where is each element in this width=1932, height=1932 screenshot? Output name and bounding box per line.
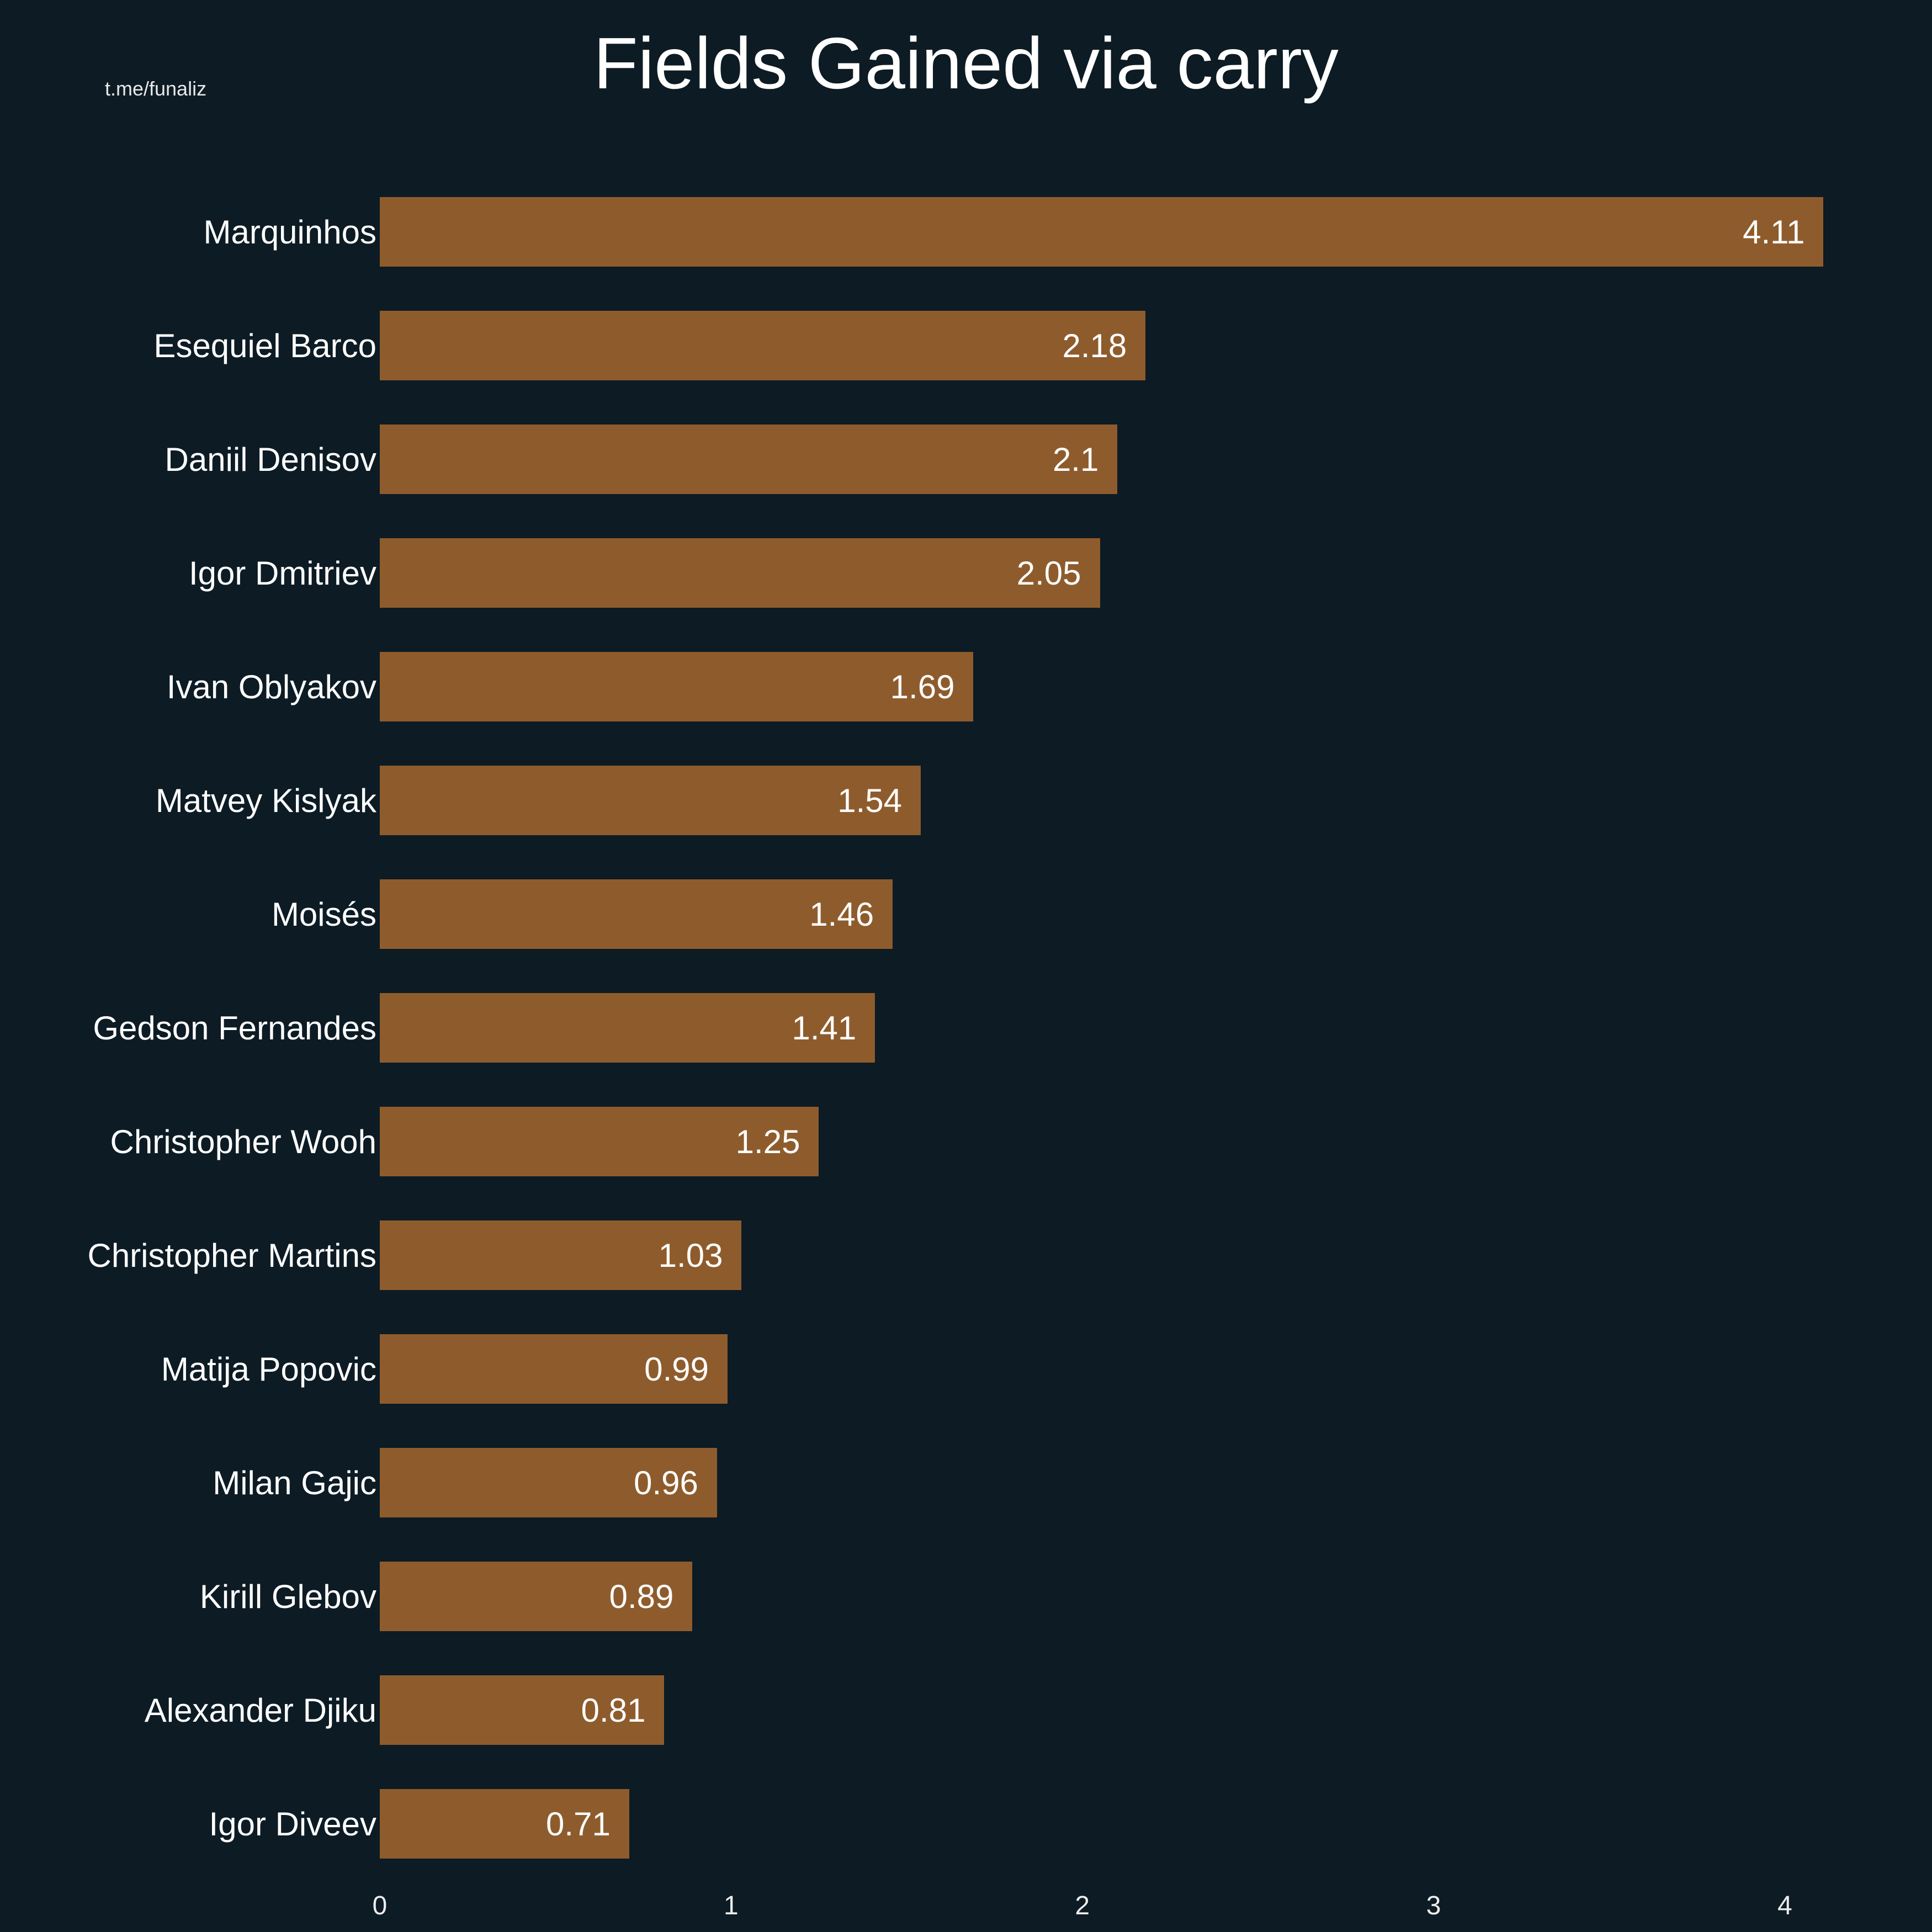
category-label: Igor Diveev: [209, 1805, 376, 1843]
bar: 0.89: [380, 1562, 693, 1632]
bar-row: Igor Dmitriev 2.05: [0, 516, 1932, 630]
category-label: Gedson Fernandes: [93, 1009, 376, 1047]
value-label: 0.71: [546, 1805, 611, 1843]
bar: 2.1: [380, 424, 1118, 495]
bar: 2.05: [380, 538, 1100, 608]
bar-track: 2.05: [380, 538, 1925, 608]
bar-row: Christopher Wooh 1.25: [0, 1085, 1932, 1198]
x-axis-tick: 4: [1777, 1891, 1792, 1921]
bar-row: Christopher Martins 1.03: [0, 1198, 1932, 1312]
category-label: Matvey Kislyak: [155, 782, 376, 819]
bar: 1.25: [380, 1107, 819, 1177]
bar: 1.41: [380, 993, 875, 1063]
bar-row: Matvey Kislyak 1.54: [0, 744, 1932, 857]
value-label: 1.41: [792, 1009, 857, 1047]
bar-row: Milan Gajic 0.96: [0, 1426, 1932, 1540]
category-label: Milan Gajic: [213, 1464, 376, 1501]
bar: 1.03: [380, 1220, 742, 1291]
bar-track: 4.11: [380, 197, 1925, 267]
bar-row: Matija Popovic 0.99: [0, 1312, 1932, 1426]
category-label: Ivan Oblyakov: [166, 668, 376, 705]
bar-row: Gedson Fernandes 1.41: [0, 971, 1932, 1085]
x-axis-tick: 2: [1075, 1891, 1090, 1921]
value-label: 0.96: [634, 1464, 698, 1501]
category-label: Esequiel Barco: [153, 327, 376, 364]
bar: 0.96: [380, 1448, 717, 1518]
category-label: Christopher Martins: [87, 1236, 376, 1274]
category-label: Kirill Glebov: [199, 1578, 376, 1615]
value-label: 2.05: [1016, 554, 1081, 592]
bar-track: 1.41: [380, 993, 1925, 1063]
bar: 0.71: [380, 1789, 629, 1859]
bar-track: 0.96: [380, 1448, 1925, 1518]
bar-row: Esequiel Barco 2.18: [0, 289, 1932, 402]
bar-row: Kirill Glebov 0.89: [0, 1540, 1932, 1653]
category-label: Igor Dmitriev: [188, 554, 376, 592]
chart-rows: Marquinhos 4.11 Esequiel Barco 2.18 Daniil D…: [0, 175, 1932, 1881]
bar-track: 2.1: [380, 424, 1925, 495]
bar: 4.11: [380, 197, 1824, 267]
bar-row: Moisés 1.46: [0, 857, 1932, 971]
value-label: 0.99: [644, 1350, 709, 1388]
value-label: 1.25: [735, 1123, 800, 1160]
x-axis: 0 1 2 3 4: [373, 1881, 1925, 1930]
category-label: Matija Popovic: [161, 1350, 376, 1388]
value-label: 4.11: [1743, 213, 1805, 251]
bar-row: Alexander Djiku 0.81: [0, 1653, 1932, 1767]
bar-row: Ivan Oblyakov 1.69: [0, 630, 1932, 744]
bar: 0.99: [380, 1334, 728, 1404]
x-axis-tick: 0: [372, 1891, 388, 1921]
bar-track: 1.54: [380, 766, 1925, 836]
value-label: 0.81: [581, 1691, 646, 1729]
value-label: 2.1: [1052, 440, 1099, 478]
bar-track: 0.99: [380, 1334, 1925, 1404]
bar-track: 0.81: [380, 1675, 1925, 1745]
chart-title: Fields Gained via carry: [593, 23, 1339, 104]
bar: 1.46: [380, 879, 893, 949]
bar-track: 0.71: [380, 1789, 1925, 1859]
bar-track: 0.89: [380, 1562, 1925, 1632]
bar-row: Igor Diveev 0.71: [0, 1767, 1932, 1881]
bar-row: Marquinhos 4.11: [0, 175, 1932, 289]
watermark-link: t.me/funaliz: [105, 77, 207, 100]
bar-track: 1.03: [380, 1220, 1925, 1291]
category-label: Alexander Djiku: [144, 1691, 376, 1729]
bar: 2.18: [380, 311, 1146, 381]
value-label: 1.03: [658, 1236, 723, 1274]
value-label: 1.69: [890, 668, 955, 705]
value-label: 0.89: [609, 1578, 674, 1615]
category-label: Christopher Wooh: [110, 1123, 376, 1160]
bar-track: 1.46: [380, 879, 1925, 949]
bar-track: 1.25: [380, 1107, 1925, 1177]
bar-track: 2.18: [380, 311, 1925, 381]
bar: 0.81: [380, 1675, 665, 1745]
x-axis-tick: 3: [1426, 1891, 1441, 1921]
category-label: Moisés: [271, 895, 376, 933]
category-label: Marquinhos: [203, 213, 376, 251]
value-label: 1.46: [809, 895, 874, 933]
bar: 1.54: [380, 766, 921, 836]
bar-row: Daniil Denisov 2.1: [0, 402, 1932, 516]
bar-chart: Marquinhos 4.11 Esequiel Barco 2.18 Daniil D…: [0, 175, 1932, 1930]
bar-track: 1.69: [380, 652, 1925, 722]
category-label: Daniil Denisov: [164, 440, 377, 478]
bar: 1.69: [380, 652, 974, 722]
value-label: 1.54: [837, 782, 902, 819]
value-label: 2.18: [1062, 327, 1127, 364]
x-axis-tick: 1: [724, 1891, 739, 1921]
